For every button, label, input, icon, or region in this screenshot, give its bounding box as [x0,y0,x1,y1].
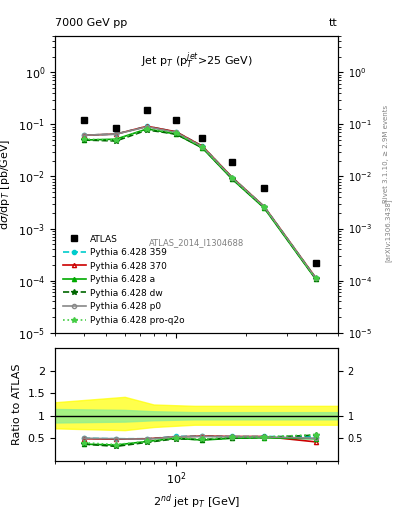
Pythia 6.428 359 [230,175,235,181]
Pythia 6.428 370 [174,129,178,135]
Pythia 6.428 dw [82,137,86,143]
Pythia 6.428 pro-q2o [262,204,266,210]
Pythia 6.428 370 [262,203,266,209]
Pythia 6.428 pro-q2o [82,136,86,142]
Pythia 6.428 p0 [200,144,205,150]
Pythia 6.428 p0 [82,132,86,138]
Y-axis label: d$\sigma$/dp$_T$ [pb/GeV]: d$\sigma$/dp$_T$ [pb/GeV] [0,139,13,230]
Pythia 6.428 dw [230,176,235,182]
Pythia 6.428 dw [200,144,205,151]
Pythia 6.428 p0 [145,124,149,130]
Pythia 6.428 359 [174,129,178,135]
Line: ATLAS: ATLAS [81,106,319,266]
Pythia 6.428 pro-q2o [174,130,178,136]
Pythia 6.428 370 [82,132,86,138]
Pythia 6.428 359 [114,131,118,137]
ATLAS [262,185,266,191]
Pythia 6.428 pro-q2o [145,126,149,132]
Pythia 6.428 359 [145,123,149,130]
Pythia 6.428 dw [313,275,318,282]
Pythia 6.428 370 [145,123,149,130]
Line: Pythia 6.428 pro-q2o: Pythia 6.428 pro-q2o [81,126,318,281]
Pythia 6.428 pro-q2o [114,137,118,143]
Pythia 6.428 pro-q2o [313,275,318,281]
Pythia 6.428 359 [313,274,318,281]
Pythia 6.428 370 [230,175,235,181]
Pythia 6.428 370 [114,131,118,137]
Pythia 6.428 a [313,276,318,282]
Pythia 6.428 p0 [313,275,318,281]
Pythia 6.428 a [145,126,149,132]
ATLAS [145,107,149,113]
Pythia 6.428 a [174,131,178,137]
ATLAS [82,117,86,123]
Text: [arXiv:1306.3438]: [arXiv:1306.3438] [384,199,391,262]
Text: Rivet 3.1.10, ≥ 2.9M events: Rivet 3.1.10, ≥ 2.9M events [383,104,389,203]
Pythia 6.428 a [114,136,118,142]
Pythia 6.428 pro-q2o [230,175,235,181]
Pythia 6.428 370 [313,274,318,281]
Pythia 6.428 359 [200,143,205,150]
ATLAS [313,260,318,266]
Pythia 6.428 p0 [230,175,235,181]
ATLAS [200,135,205,141]
Line: Pythia 6.428 359: Pythia 6.428 359 [82,124,318,280]
Pythia 6.428 p0 [174,130,178,136]
Pythia 6.428 dw [114,138,118,144]
Line: Pythia 6.428 a: Pythia 6.428 a [82,127,318,281]
ATLAS [114,125,118,131]
Pythia 6.428 pro-q2o [200,144,205,150]
Line: Pythia 6.428 dw: Pythia 6.428 dw [81,127,318,281]
Pythia 6.428 dw [145,127,149,133]
Pythia 6.428 a [230,176,235,182]
Legend: ATLAS, Pythia 6.428 359, Pythia 6.428 370, Pythia 6.428 a, Pythia 6.428 dw, Pyth: ATLAS, Pythia 6.428 359, Pythia 6.428 37… [59,231,189,328]
Text: ATLAS_2014_I1304688: ATLAS_2014_I1304688 [149,238,244,247]
Pythia 6.428 a [200,145,205,151]
Pythia 6.428 359 [262,203,266,209]
Pythia 6.428 359 [82,132,86,138]
ATLAS [174,117,178,123]
Y-axis label: Ratio to ATLAS: Ratio to ATLAS [12,364,22,445]
ATLAS [230,159,235,165]
Text: 7000 GeV pp: 7000 GeV pp [55,18,127,28]
Pythia 6.428 a [82,137,86,143]
Line: Pythia 6.428 370: Pythia 6.428 370 [82,124,318,280]
X-axis label: 2$^{nd}$ jet p$_T$ [GeV]: 2$^{nd}$ jet p$_T$ [GeV] [153,493,240,511]
Text: Jet p$_T$ (p$_T^{jet}$>25 GeV): Jet p$_T$ (p$_T^{jet}$>25 GeV) [141,51,252,72]
Pythia 6.428 p0 [114,131,118,137]
Pythia 6.428 dw [262,204,266,210]
Pythia 6.428 dw [174,131,178,137]
Pythia 6.428 370 [200,143,205,150]
Pythia 6.428 p0 [262,204,266,210]
Text: tt: tt [329,18,338,28]
Pythia 6.428 a [262,205,266,211]
Line: Pythia 6.428 p0: Pythia 6.428 p0 [82,124,318,280]
